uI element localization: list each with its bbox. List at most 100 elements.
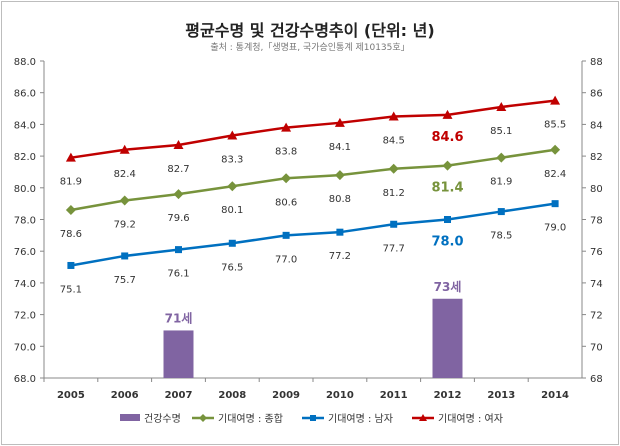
- marker-triangle: [334, 117, 345, 127]
- x-tick-label: 2010: [326, 390, 354, 401]
- bar-label: 71세: [165, 310, 193, 325]
- marker-square: [175, 246, 182, 254]
- y-tick-label-right: 86: [590, 89, 603, 100]
- legend-label: 기대여명 : 여자: [438, 413, 503, 425]
- marker-triangle: [388, 111, 399, 121]
- data-label: 77.2: [329, 251, 351, 262]
- bar-healthy-life: [432, 298, 463, 378]
- data-label: 81.4: [431, 181, 463, 196]
- data-label: 80.6: [275, 197, 297, 208]
- data-label: 85.1: [490, 126, 512, 137]
- marker-triangle: [550, 95, 561, 105]
- marker-diamond: [281, 173, 292, 184]
- x-tick-label: 2007: [165, 390, 193, 401]
- data-label: 78.5: [490, 231, 512, 242]
- y-tick-label-left: 68.0: [14, 374, 36, 385]
- y-tick-label-right: 78: [590, 216, 603, 227]
- marker-diamond: [496, 152, 507, 163]
- x-tick-label: 2012: [434, 390, 462, 401]
- data-label: 76.5: [221, 262, 243, 273]
- y-tick-label-right: 80: [590, 184, 603, 195]
- legend-label: 기대여명 : 남자: [328, 413, 393, 425]
- marker-triangle: [442, 109, 453, 119]
- marker-square: [551, 200, 559, 208]
- legend-swatch-bar: [120, 414, 140, 421]
- marker-triangle: [281, 122, 292, 132]
- y-tick-label-left: 86.0: [14, 89, 36, 100]
- series-line: [70, 148, 556, 212]
- data-label: 84.1: [329, 142, 351, 153]
- data-label: 75.1: [60, 284, 82, 295]
- marker-triangle: [173, 140, 184, 150]
- data-label: 79.6: [167, 213, 189, 224]
- series-line: [70, 99, 556, 159]
- y-tick-label-right: 84: [590, 120, 603, 131]
- y-tick-label-right: 88: [590, 57, 603, 68]
- data-label: 79.2: [114, 219, 136, 230]
- data-label: 78.0: [431, 235, 463, 250]
- legend-marker: [199, 414, 207, 422]
- marker-square: [497, 208, 505, 216]
- data-label: 81.9: [60, 177, 82, 188]
- marker-diamond: [550, 144, 561, 155]
- marker-diamond: [442, 160, 453, 171]
- marker-square: [282, 231, 290, 239]
- data-label: 78.6: [60, 229, 82, 240]
- marker-triangle: [496, 101, 507, 111]
- data-label: 79.0: [544, 223, 566, 234]
- data-label: 82.4: [544, 169, 566, 180]
- data-label: 77.0: [275, 254, 297, 265]
- y-tick-label-left: 72.0: [14, 311, 36, 322]
- marker-diamond: [173, 189, 184, 200]
- marker-diamond: [388, 163, 399, 174]
- marker-triangle: [227, 130, 238, 140]
- data-label: 81.2: [383, 188, 405, 199]
- y-tick-label-right: 68: [590, 374, 603, 385]
- marker-square: [121, 252, 129, 260]
- marker-triangle: [65, 152, 76, 162]
- y-tick-label-left: 82.0: [14, 152, 36, 163]
- y-tick-label-right: 74: [590, 279, 603, 290]
- x-tick-label: 2011: [380, 390, 408, 401]
- chart-subtitle: 출처 : 통계청,「생명표, 국가승인통계 제10135호」: [210, 43, 410, 53]
- data-label: 77.7: [383, 243, 405, 254]
- legend-label: 기대여명 : 종합: [218, 413, 283, 425]
- legend-marker: [310, 415, 316, 421]
- y-tick-label-left: 80.0: [14, 184, 36, 195]
- x-tick-label: 2008: [218, 390, 246, 401]
- marker-square: [67, 261, 75, 269]
- x-tick-label: 2009: [272, 390, 300, 401]
- marker-diamond: [227, 181, 238, 192]
- legend-label: 건강수명: [144, 413, 181, 425]
- y-tick-label-left: 70.0: [14, 342, 36, 353]
- y-tick-label-left: 88.0: [14, 57, 36, 68]
- y-tick-label-right: 70: [590, 342, 603, 353]
- marker-diamond: [334, 170, 345, 181]
- data-label: 80.8: [329, 194, 351, 205]
- x-tick-label: 2014: [541, 390, 569, 401]
- data-label: 82.4: [114, 169, 136, 180]
- marker-square: [228, 239, 236, 247]
- y-tick-label-left: 74.0: [14, 279, 36, 290]
- y-tick-label-left: 76.0: [14, 247, 36, 258]
- y-tick-label-right: 72: [590, 311, 603, 322]
- data-label: 83.8: [275, 147, 297, 158]
- chart-title: 평균수명 및 건강수명추이 (단위: 년): [185, 21, 435, 40]
- x-tick-label: 2006: [111, 390, 139, 401]
- marker-diamond: [119, 195, 130, 206]
- y-tick-label-left: 78.0: [14, 216, 36, 227]
- data-label: 80.1: [221, 205, 243, 216]
- data-label: 81.9: [490, 177, 512, 188]
- marker-diamond: [65, 204, 76, 215]
- legend-marker: [419, 414, 427, 421]
- data-label: 75.7: [114, 275, 136, 286]
- y-tick-label-right: 82: [590, 152, 603, 163]
- bar-label: 73세: [434, 279, 462, 294]
- x-tick-label: 2013: [487, 390, 515, 401]
- data-label: 84.6: [431, 130, 463, 145]
- series-line: [70, 202, 556, 267]
- x-tick-label: 2005: [57, 390, 85, 401]
